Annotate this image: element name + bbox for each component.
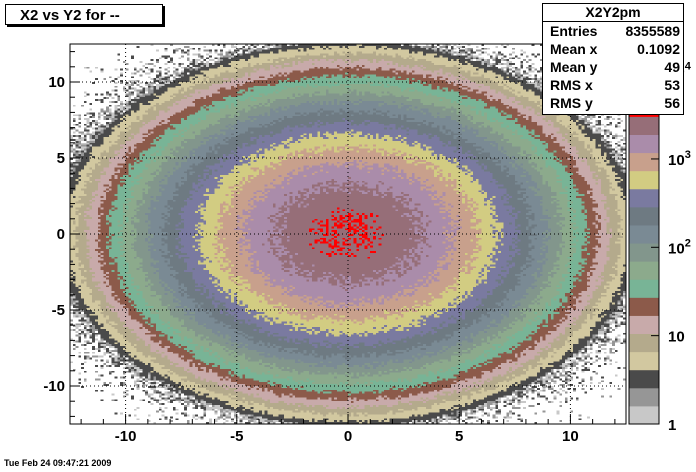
x-tick-label: 0: [344, 428, 352, 445]
stats-box[interactable]: X2Y2pm Entries 8355589 Mean x 0.1092 Mea…: [542, 3, 684, 115]
palette-swatch: [629, 315, 659, 335]
stats-value: 49: [664, 59, 680, 75]
z-tick-label: 10: [668, 329, 685, 346]
stats-row-rms-x: RMS x 53: [543, 76, 683, 94]
palette-swatch: [629, 279, 659, 298]
palette-swatch: [629, 297, 659, 316]
x-tick-label: -5: [230, 428, 243, 445]
palette-swatch: [629, 351, 659, 371]
stats-row-mean-y: Mean y 49: [543, 58, 683, 76]
timestamp: Tue Feb 24 09:47:21 2009: [4, 458, 112, 468]
y-tick-label: 10: [48, 74, 65, 91]
palette-swatch: [629, 224, 659, 244]
palette-swatch: [629, 369, 659, 389]
x-tick-label: 5: [455, 428, 463, 445]
z-tick-label: 1: [668, 417, 676, 434]
stats-label: Mean y: [550, 59, 598, 75]
z-tick-label: 103: [668, 149, 691, 169]
stats-label: RMS x: [550, 77, 593, 93]
stats-value: 0.1092: [637, 41, 680, 57]
palette-swatch: [629, 170, 659, 190]
y-tick-label: -5: [52, 302, 65, 319]
z-tick-label: 102: [668, 237, 691, 257]
stats-value: 56: [664, 95, 680, 111]
palette-swatch: [629, 243, 659, 262]
palette-swatch: [629, 134, 659, 154]
stats-label: RMS y: [550, 95, 593, 111]
y-tick-label: 0: [57, 226, 65, 243]
stats-label: Mean x: [550, 41, 598, 57]
axis-ticks: -10 -5 0 5 10 -10 -5 0 5 10: [43, 51, 616, 445]
palette-swatch: [629, 116, 659, 135]
x-tick-label: 10: [562, 428, 579, 445]
stats-name: X2Y2pm: [543, 4, 683, 22]
stats-row-rms-y: RMS y 56: [543, 94, 683, 112]
stats-row-mean-x: Mean x 0.1092: [543, 40, 683, 58]
y-tick-label: 5: [57, 150, 65, 167]
stats-value: 8355589: [625, 23, 680, 39]
palette-swatch: [629, 333, 659, 353]
palette-swatch: [629, 261, 659, 280]
palette-swatch: [629, 206, 659, 226]
y-tick-label: -10: [43, 378, 65, 395]
stats-value: 53: [664, 77, 680, 93]
palette-swatch: [629, 387, 659, 407]
x-tick-label: -10: [115, 428, 137, 445]
palette-swatch: [629, 405, 659, 425]
stats-label: Entries: [550, 23, 598, 39]
palette-swatch: [629, 152, 659, 172]
histogram-title: X2 vs Y2 for --: [5, 4, 163, 25]
palette-swatch: [629, 188, 659, 208]
grid-lines: [70, 44, 626, 424]
stats-row-entries: Entries 8355589: [543, 22, 683, 40]
